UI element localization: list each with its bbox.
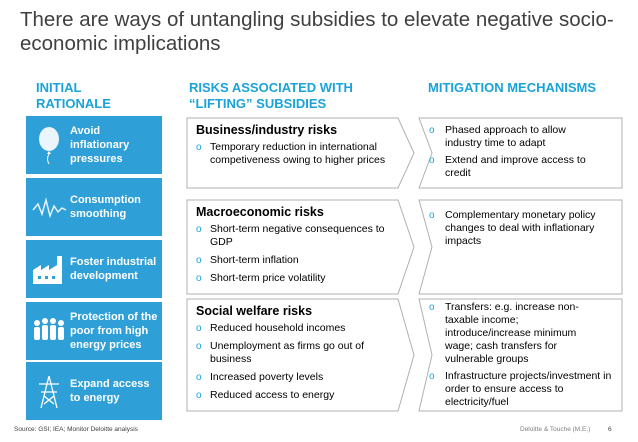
bullet-glyph: o <box>196 142 202 153</box>
risk-frame-macro <box>186 199 416 295</box>
risk-panel-social: Social welfare risks o Reduced household … <box>188 298 413 407</box>
list-item: o Reduced household incomes <box>196 322 346 334</box>
risk-panel-macro: Macroeconomic risks o Short-term negative… <box>188 199 413 290</box>
rationale-label: Expand access to energy <box>70 378 150 404</box>
rationale-label: Foster industrial development <box>70 256 157 282</box>
list-item: o Phased approach to allow industry time … <box>429 124 566 149</box>
list-item: o Short-term negative consequences to GDP <box>196 223 385 248</box>
rationale-label: Avoid inflationary pressures <box>70 125 130 165</box>
mitigation-frame <box>418 117 623 189</box>
page-number: 6 <box>608 426 612 433</box>
people-group-icon <box>29 310 69 352</box>
rationale-label: Protection of the poor from high energy … <box>70 311 158 351</box>
page-title: There are ways of untangling subsidies t… <box>20 8 614 55</box>
source-note: Source: GSI; IEA; Monitor Deloitte analy… <box>14 426 138 433</box>
mitigation-frame <box>418 199 623 295</box>
list-item: o Complementary monetary policy changes t… <box>429 209 596 247</box>
balloon-icon <box>29 124 69 166</box>
mitigation-frame <box>418 298 623 412</box>
mitigation-panel: o Transfers: e.g. increase non-taxable in… <box>423 298 618 413</box>
mitigation-panel: o Complementary monetary policy changes t… <box>423 206 618 252</box>
column-header-mitigation: MITIGATION MECHANISMS <box>428 80 597 95</box>
column-header-risks: RISKS ASSOCIATED WITH “LIFTING” SUBSIDIE… <box>189 80 353 111</box>
column-header-rationale: INITIAL RATIONALE <box>36 80 111 111</box>
risk-frame-business <box>186 117 416 189</box>
rationale-box: Protection of the poor from high energy … <box>26 302 162 360</box>
power-tower-icon <box>29 370 69 412</box>
list-item: o Short-term inflation <box>196 254 299 266</box>
rationale-label: Consumption smoothing <box>70 194 141 220</box>
list-item: o Infrastructure projects/investment in o… <box>429 370 612 408</box>
risk-heading: Business/industry risks <box>196 123 338 137</box>
rationale-box: Expand access to energy <box>26 362 162 420</box>
factory-icon <box>29 248 69 290</box>
mitigation-panel: o Phased approach to allow industry time … <box>423 121 618 184</box>
risk-heading: Macroeconomic risks <box>196 205 324 219</box>
list-item: o Extend and improve access to credit <box>429 154 586 179</box>
list-item: o Transfers: e.g. increase non-taxable in… <box>429 301 579 365</box>
list-item: o Increased poverty levels <box>196 371 324 383</box>
rationale-box: Consumption smoothing <box>26 178 162 236</box>
company-footer: Deloitte & Touche (M.E.) <box>520 426 591 433</box>
list-item: o Short-term price volatility <box>196 272 326 284</box>
list-item: o Unemployment as firms go out of busines… <box>196 340 365 365</box>
list-item: o Reduced access to energy <box>196 389 335 401</box>
rationale-box: Foster industrial development <box>26 240 162 298</box>
risk-frame-social <box>186 298 416 412</box>
risk-panel-business: Business/industry risks o Temporary reduc… <box>188 117 413 172</box>
risk-heading: Social welfare risks <box>196 304 313 318</box>
rationale-box: Avoid inflationary pressures <box>26 116 162 174</box>
wave-line-icon <box>29 186 69 228</box>
list-item: o Temporary reduction in international co… <box>196 141 386 166</box>
